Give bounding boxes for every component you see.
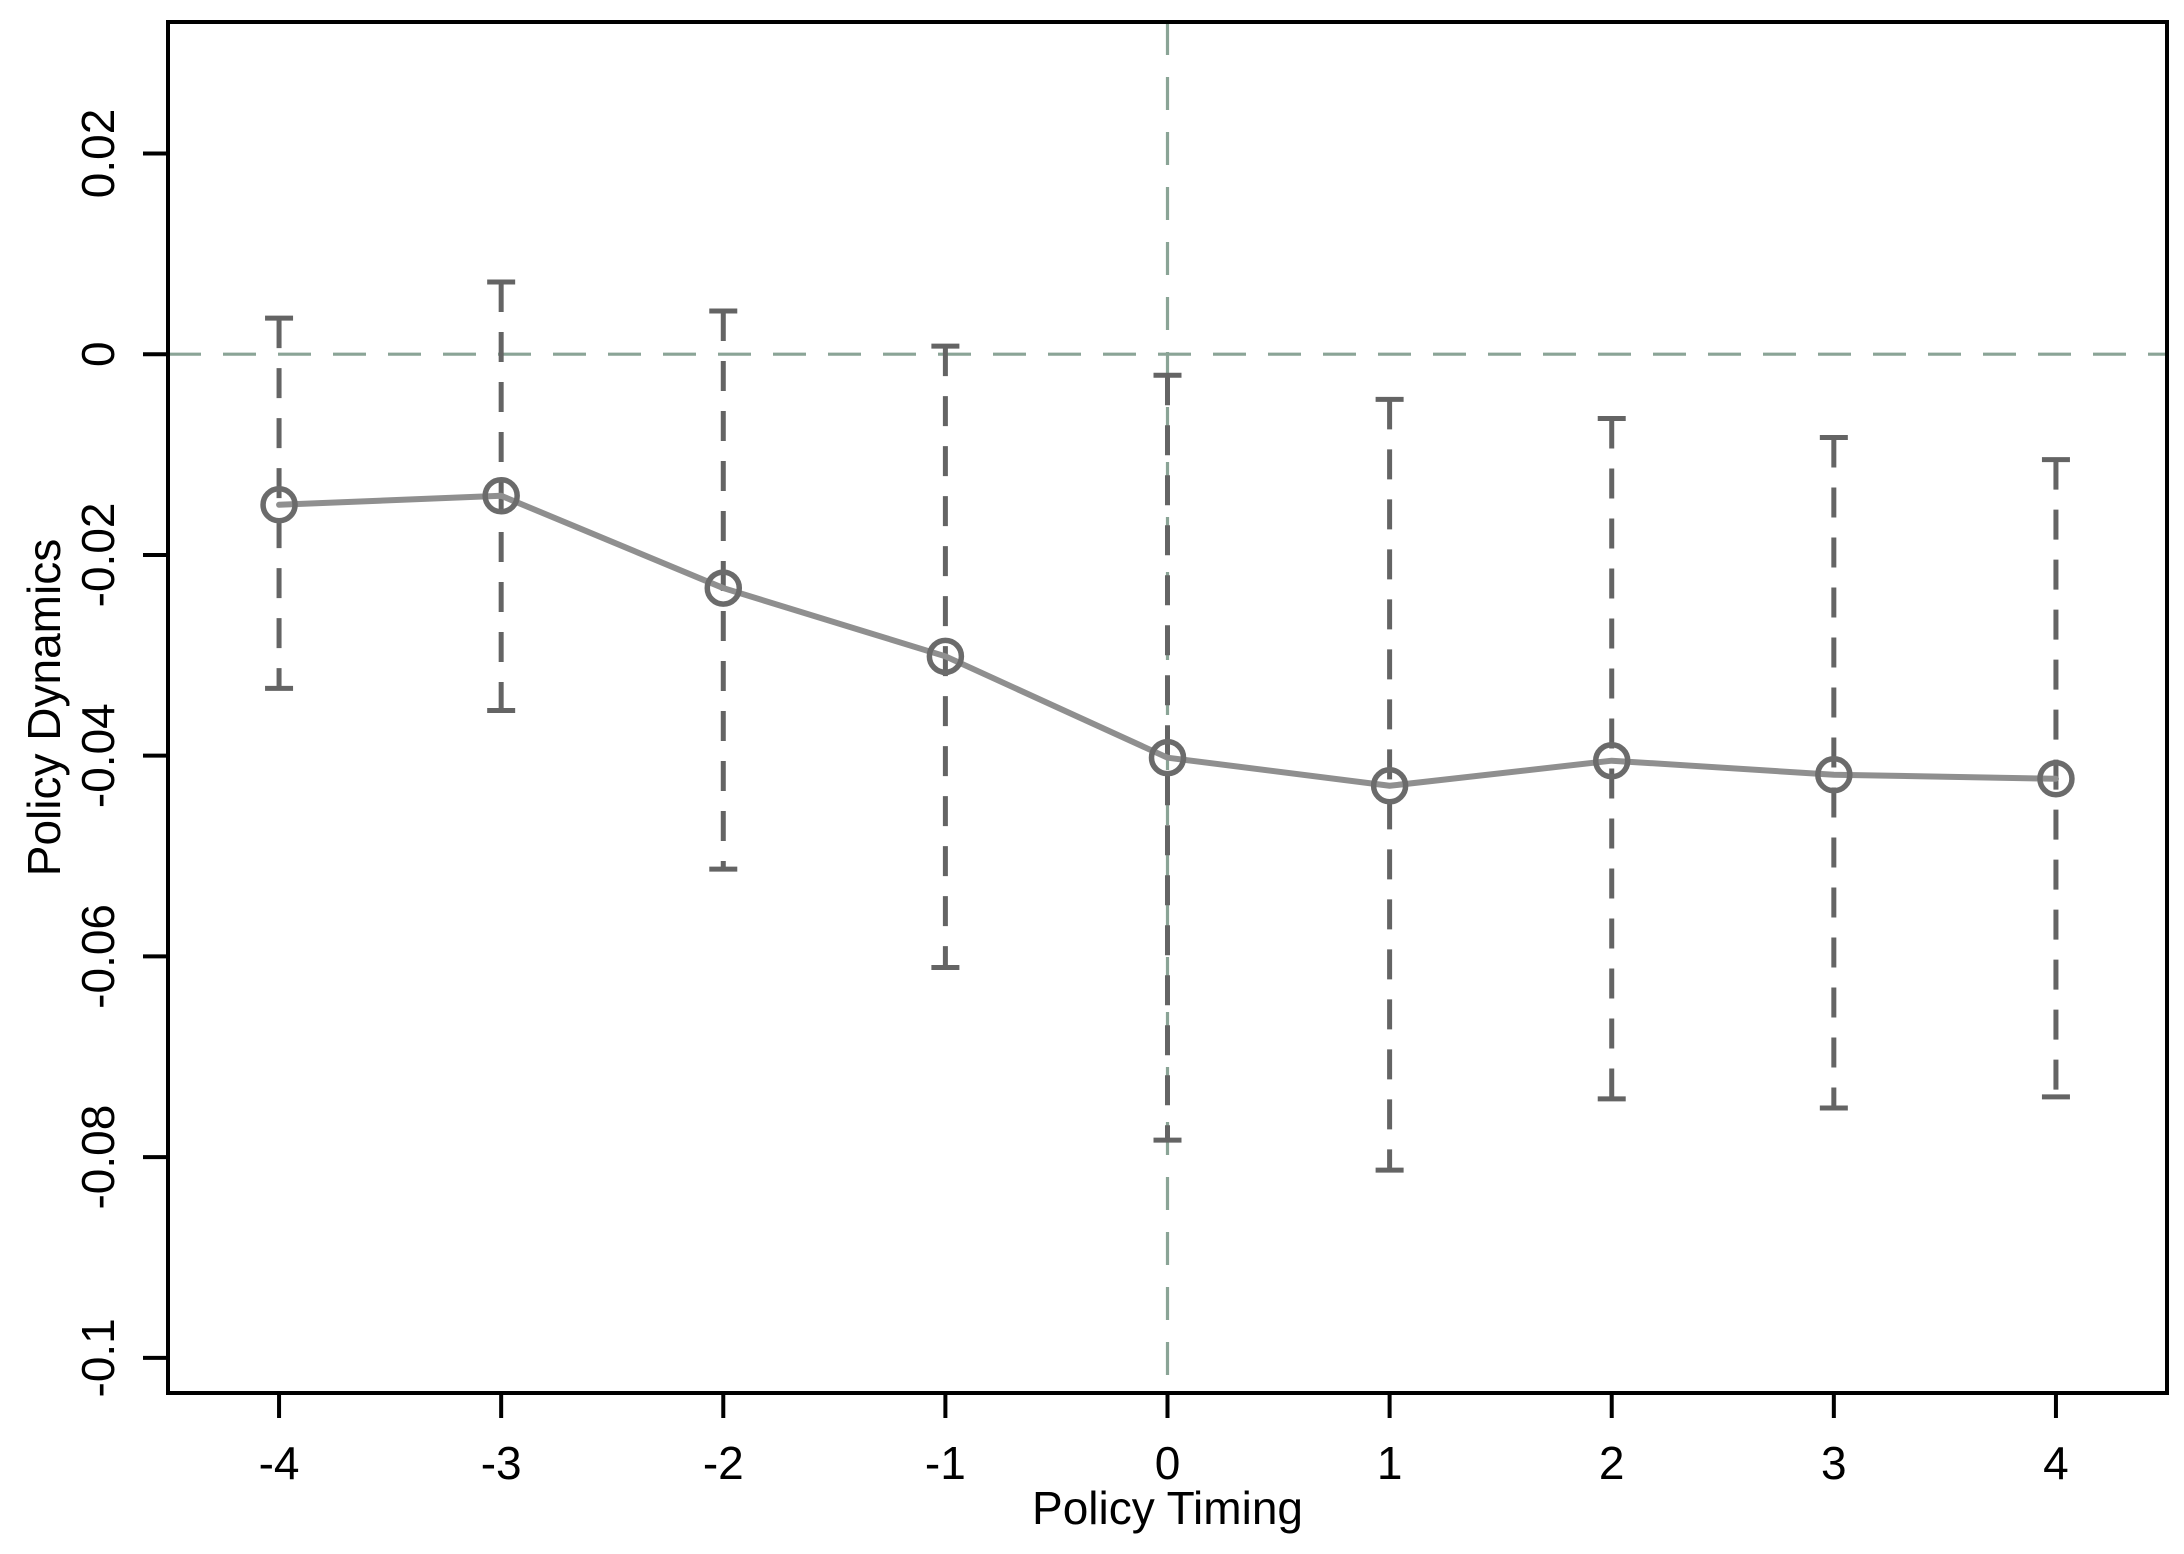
data-point-marker <box>704 569 743 607</box>
y-axis-tick-label: -0.06 <box>72 904 124 1009</box>
data-point-marker <box>2037 760 2075 798</box>
x-axis-tick-label: 3 <box>1821 1437 1847 1489</box>
x-axis-tick-label: -2 <box>703 1437 744 1489</box>
y-axis-tick-label: -0.02 <box>72 503 124 608</box>
x-axis-title: Policy Timing <box>1032 1482 1303 1534</box>
x-axis-tick-label: -1 <box>925 1437 966 1489</box>
x-axis-tick-label: 4 <box>2043 1437 2069 1489</box>
y-axis-tick-label: -0.08 <box>72 1105 124 1210</box>
y-axis-title: Policy Dynamics <box>18 539 70 876</box>
data-point-marker <box>1148 738 1187 777</box>
data-point-marker <box>1592 741 1631 780</box>
data-point-marker <box>482 476 520 515</box>
y-axis-tick-label: 0 <box>72 341 124 367</box>
x-axis-tick-label: -3 <box>481 1437 522 1489</box>
x-axis-tick-label: 0 <box>1155 1437 1181 1489</box>
data-point-marker <box>1815 755 1853 794</box>
data-point-marker <box>1370 767 1409 805</box>
x-axis-tick-label: -4 <box>259 1437 300 1489</box>
y-axis-tick-label: -0.1 <box>72 1318 124 1397</box>
estimate-line <box>276 492 2059 789</box>
data-point-marker <box>260 486 298 524</box>
y-axis-tick-label: -0.04 <box>72 703 124 808</box>
x-axis-tick-label: 1 <box>1377 1437 1403 1489</box>
data-point-marker <box>926 637 965 676</box>
x-axis-tick-label: 2 <box>1599 1437 1625 1489</box>
y-axis-tick-label: 0.02 <box>72 109 124 199</box>
